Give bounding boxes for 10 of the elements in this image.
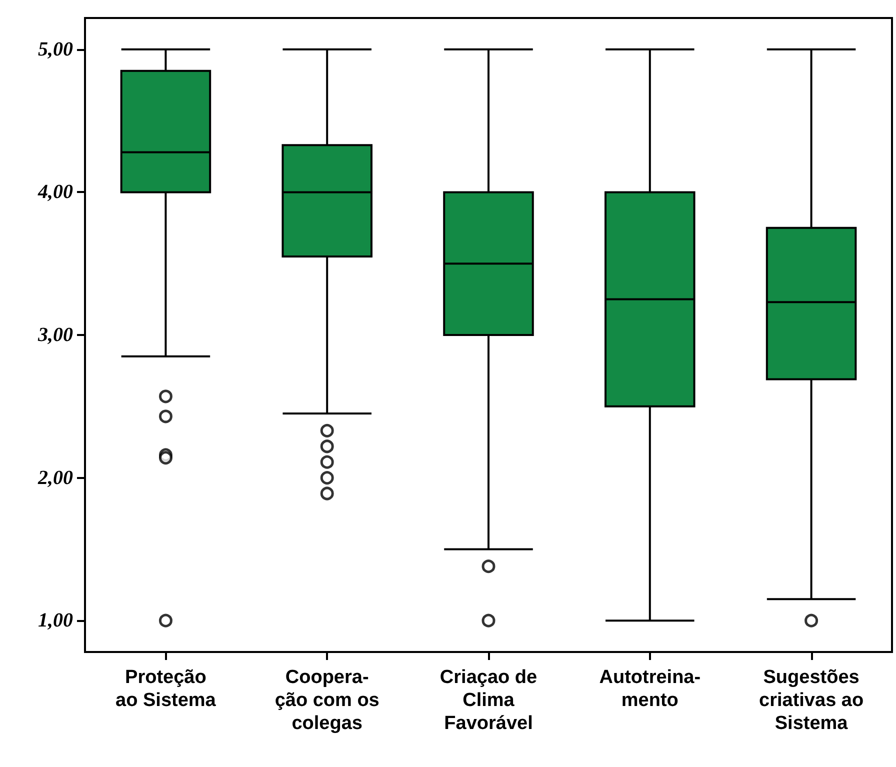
x-tick-label: Proteção ao Sistema <box>116 667 216 711</box>
y-tick-label: 2,00 <box>37 466 73 489</box>
y-tick-label: 3,00 <box>37 324 73 346</box>
y-tick-label: 1,00 <box>38 610 73 632</box>
x-tick-label: Autotreina- mento <box>599 667 701 711</box>
y-tick-label: 4,00 <box>37 181 73 204</box>
x-tick-label: Criaçao de Clima Favorável <box>440 667 538 734</box>
x-tick-label: Coopera- ção com os colegas <box>274 667 380 734</box>
x-tick-label: Sugestões criativas ao Sistema <box>759 667 864 734</box>
y-tick-label: 5,00 <box>38 38 73 60</box>
